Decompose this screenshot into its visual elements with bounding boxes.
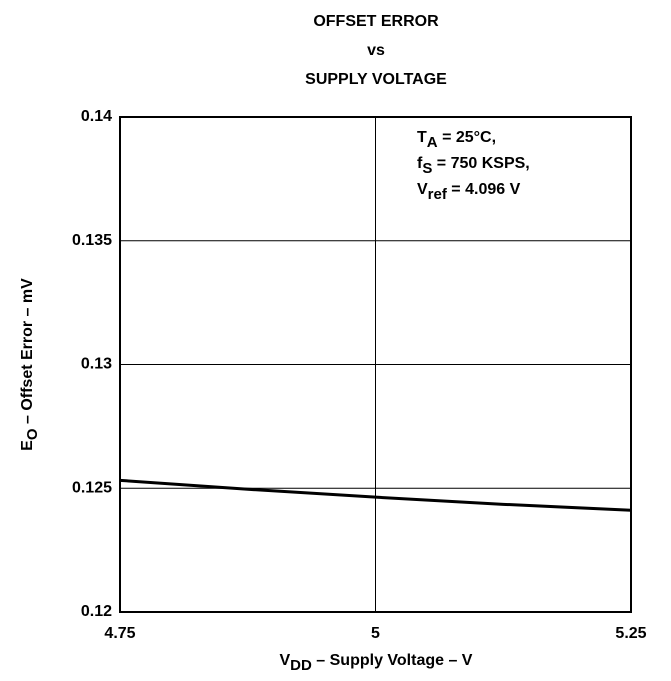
annotation-sub: ref xyxy=(428,186,448,203)
x-axis-label-part: – Supply Voltage – V xyxy=(312,652,473,669)
y-tick-label: 0.125 xyxy=(72,479,112,496)
annotation-part: V xyxy=(417,181,428,198)
y-tick-label: 0.135 xyxy=(72,232,112,249)
annotation: fS = 750 KSPS, xyxy=(417,155,530,177)
annotation-part: T xyxy=(417,129,427,146)
annotation: Vref = 4.096 V xyxy=(417,181,521,203)
data-line xyxy=(119,478,632,512)
x-tick-label: 5 xyxy=(371,625,380,642)
annotation-part: = 750 KSPS, xyxy=(432,155,529,172)
annotation: TA = 25°C, xyxy=(417,129,496,151)
x-axis-label-sub: DD xyxy=(290,657,312,674)
chart-title: vs xyxy=(367,42,385,59)
annotation-sub: A xyxy=(427,134,438,151)
y-axis-label-part: – Offset Error – mV xyxy=(19,278,36,429)
x-axis-label-part: V xyxy=(280,652,291,669)
annotation-part: = 4.096 V xyxy=(447,181,521,198)
x-tick-label: 5.25 xyxy=(615,625,646,642)
y-tick-label: 0.12 xyxy=(81,603,112,620)
annotation-part: f xyxy=(417,155,423,172)
annotation-sub: S xyxy=(422,160,432,177)
y-axis-label: EO – Offset Error – mV xyxy=(19,278,41,451)
plot-frame xyxy=(119,116,632,613)
x-tick-label: 4.75 xyxy=(104,625,135,642)
x-axis-label: VDD – Supply Voltage – V xyxy=(280,652,473,674)
y-axis-label-sub: O xyxy=(24,428,41,440)
y-tick-label: 0.14 xyxy=(81,108,112,125)
y-tick-label: 0.13 xyxy=(81,356,112,373)
y-axis-label-part: E xyxy=(19,440,36,451)
annotation-part: = 25°C, xyxy=(438,129,496,146)
chart-title: SUPPLY VOLTAGE xyxy=(305,71,447,88)
chart-title: OFFSET ERROR xyxy=(313,13,439,30)
